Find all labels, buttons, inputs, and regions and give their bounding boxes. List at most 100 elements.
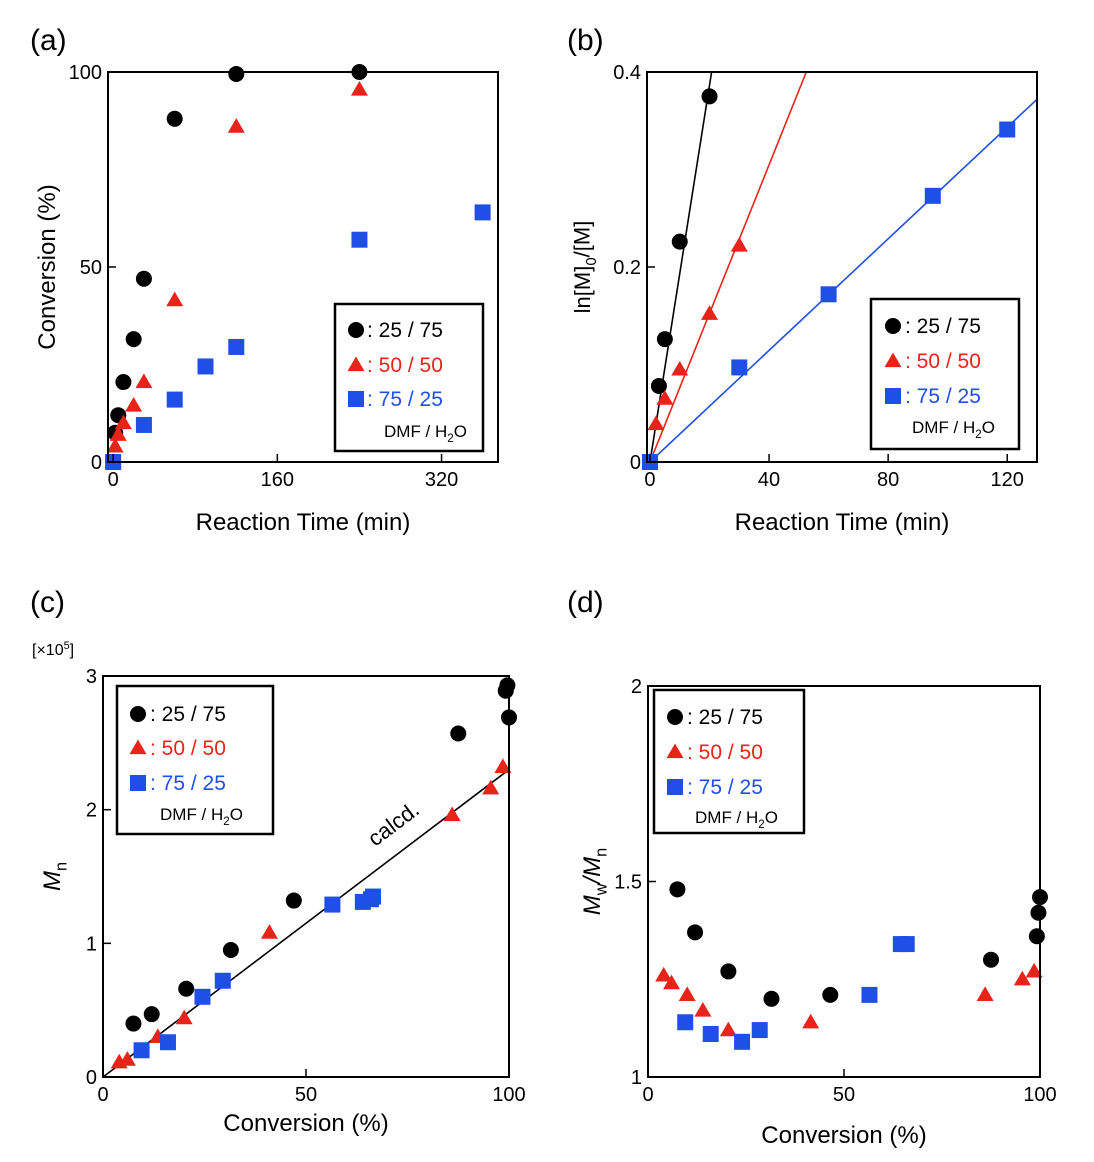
y-tick-label: 2 [86,800,97,822]
legend-marker-triangle [347,356,365,372]
legend-solvent-note-part: 2 [758,819,764,831]
fit-line-square [649,98,1037,462]
x-tick-label: 50 [833,1084,855,1106]
panel-label: (c) [30,586,65,619]
data-point-circle [166,110,183,127]
legend-solvent-note-part: DMF / H [912,418,975,437]
x-tick-label: 80 [877,469,899,491]
y-scale-label: [×105] [32,640,74,659]
y-tick-label: 100 [69,62,102,84]
legend-label: : 50 / 50 [367,354,443,377]
y-tick-label: 0 [91,452,102,474]
legend: : 25 / 75: 50 / 50: 75 / 25 DMF / H2O [652,688,806,835]
y-scale-label-part: ] [70,642,74,659]
data-point-circle [450,725,467,742]
y-axis-label-part: M [39,871,66,891]
data-point-circle [499,677,516,694]
data-point-square [734,1033,751,1050]
legend-marker-square [348,391,364,407]
legend-marker-circle [667,709,683,725]
data-point-triangle [114,414,132,430]
legend-solvent-note-part: O [982,418,995,437]
legend-solvent-note-part: DMF / H [695,808,758,827]
data-point-triangle [719,1021,737,1037]
data-point-square [324,896,341,913]
legend-solvent-note-part: O [230,805,243,824]
data-point-circle [763,990,780,1007]
legend-solvent-note: DMF / H2O [160,805,243,828]
data-point-triangle [494,758,512,774]
x-tick-label: 40 [758,469,780,491]
data-point-square [898,936,915,953]
plot-area [641,72,1037,470]
data-point-circle [701,88,718,105]
x-axis-label: Conversion (%) [761,1122,926,1149]
y-tick-label: 0 [86,1067,97,1089]
data-point-square [924,187,941,204]
x-tick-label: 0 [644,469,655,491]
data-point-square [159,1034,176,1051]
legend-solvent-note-part: O [765,808,778,827]
fit-line-triangle [649,72,808,462]
data-point-circle [650,377,667,394]
data-point-square [364,888,381,905]
data-point-circle [125,331,142,348]
y-tick-label: 1 [86,933,97,955]
data-point-triangle [647,415,665,431]
data-point-circle [671,233,688,250]
fit-line-circle [649,72,713,462]
data-point-square [197,358,214,375]
y-axis-label-part: /[M] [569,221,594,258]
data-point-triangle [260,924,278,939]
legend-label: : 50 / 50 [905,350,981,373]
y-axis-label-part: /M [579,857,606,886]
legend-marker-triangle [129,739,147,755]
data-point-triangle [678,986,696,1002]
data-point-triangle [1025,962,1043,978]
legend-solvent-note-part: DMF / H [384,422,447,441]
data-point-circle [822,986,839,1003]
data-point-circle [720,963,737,980]
legend-solvent-note-part: O [454,422,467,441]
data-point-circle [669,881,686,898]
y-axis-label-part: n [53,862,71,871]
x-tick-label: 100 [492,1084,525,1106]
data-point-square [677,1014,694,1031]
data-point-square [135,416,152,433]
x-tick-label: 50 [295,1084,317,1106]
legend: : 25 / 75 : 50 / 50 : 75 / 25 DMF / H2O [333,302,485,453]
legend-marker-triangle [666,743,684,759]
legend-solvent-note: DMF / H2O [695,808,778,831]
x-tick-label: 160 [261,469,294,491]
data-point-triangle [118,1051,136,1066]
data-point-square [228,338,245,355]
legend-marker-square [130,775,146,791]
data-point-triangle [694,1002,712,1017]
x-tick-label: 0 [642,1084,653,1106]
legend-solvent-note-part: 2 [975,429,981,441]
data-point-triangle [655,966,673,982]
data-point-circle [656,331,673,348]
data-point-circle [222,942,239,959]
calcd-annotation: calcd. [363,797,424,852]
x-tick-label: 100 [1023,1084,1056,1106]
data-point-triangle [701,305,719,320]
data-point-circle [178,980,195,997]
y-tick-label: 0.4 [613,62,641,84]
y-axis-label-part: 0 [583,257,600,265]
legend-label: : 25 / 75 [367,319,443,342]
data-point-square [702,1025,719,1042]
data-point-triangle [125,396,143,412]
legend-label: : 75 / 25 [367,388,443,411]
legend: : 25 / 75: 50 / 50: 75 / 25 DMF / H2O [115,684,275,836]
x-axis-label: Conversion (%) [223,1110,388,1137]
legend-label: : 75 / 25 [150,772,226,795]
legend-marker-circle [885,318,901,334]
legend-solvent-note-part: DMF / H [160,805,223,824]
plot-area [655,881,1048,1050]
legend-solvent-note: DMF / H2O [384,422,467,445]
legend: : 25 / 75: 50 / 50: 75 / 25 DMF / H2O [869,297,1021,451]
legend-label: : 75 / 25 [905,385,981,408]
data-point-triangle [109,426,127,441]
